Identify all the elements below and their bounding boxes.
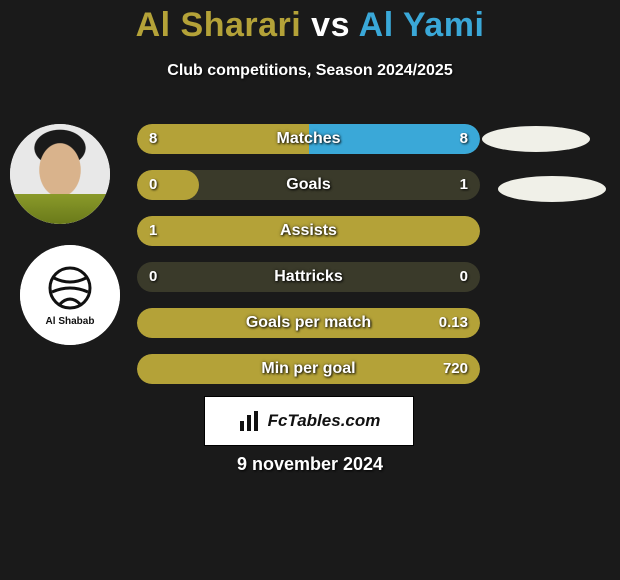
stat-value-right: 8 <box>460 124 468 154</box>
title-player1: Al Sharari <box>136 6 302 44</box>
stat-label: Hattricks <box>137 262 480 292</box>
stat-row: Goals per match0.13 <box>137 308 480 338</box>
stat-label: Goals per match <box>137 308 480 338</box>
stat-value-right: 0 <box>460 262 468 292</box>
page-title: Al Sharari vs Al Yami <box>0 6 620 45</box>
stat-row: Hattricks0 0 <box>137 262 480 292</box>
stat-value-right: 720 <box>443 354 468 384</box>
stat-value-left: 1 <box>149 216 157 246</box>
pill-right-2 <box>498 176 606 202</box>
player2-avatar: Al Shabab <box>20 245 120 345</box>
footer-brand-box: FcTables.com <box>204 396 414 446</box>
stat-row: Goals0 1 <box>137 170 480 200</box>
stat-value-right: 0.13 <box>439 308 468 338</box>
player1-avatar <box>10 124 110 224</box>
stats-bars: Matches88Goals01Assists1Hattricks00Goals… <box>137 124 480 400</box>
title-player2: Al Yami <box>359 6 485 44</box>
player1-shirt-placeholder <box>10 194 110 224</box>
stat-label: Min per goal <box>137 354 480 384</box>
title-vs: vs <box>311 6 350 44</box>
stat-value-left: 0 <box>149 262 157 292</box>
bars-icon <box>238 409 262 433</box>
stat-row: Assists1 <box>137 216 480 246</box>
stat-label: Goals <box>137 170 480 200</box>
stat-row: Matches8 8 <box>137 124 480 154</box>
footer-brand-text: FcTables.com <box>268 411 381 431</box>
club-logo-text: Al Shabab <box>46 316 95 327</box>
pill-right-1 <box>482 126 590 152</box>
stat-value-left: 0 <box>149 170 157 200</box>
stat-row: Min per goal720 <box>137 354 480 384</box>
stat-value-left: 8 <box>149 124 157 154</box>
stat-value-right: 1 <box>460 170 468 200</box>
stat-label: Assists <box>137 216 480 246</box>
stat-label: Matches <box>137 124 480 154</box>
volleyball-icon <box>42 264 98 320</box>
subtitle: Club competitions, Season 2024/2025 <box>0 62 620 80</box>
club-logo-placeholder: Al Shabab <box>20 245 120 345</box>
date-text: 9 november 2024 <box>0 454 620 475</box>
